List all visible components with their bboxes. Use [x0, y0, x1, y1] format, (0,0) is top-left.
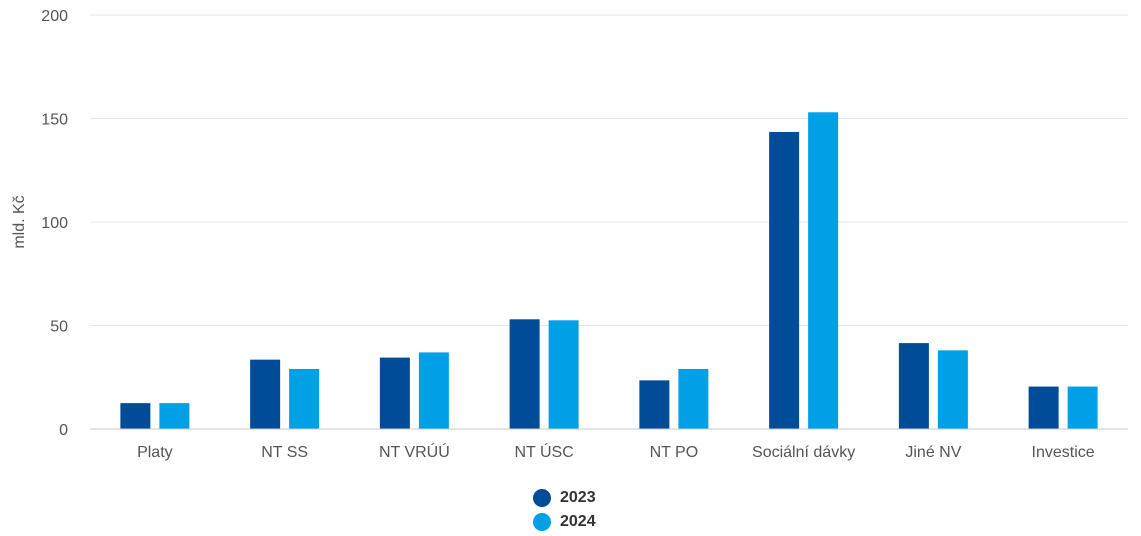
x-tick-label: Investice: [1032, 444, 1095, 461]
y-tick-label: 0: [59, 422, 68, 439]
x-tick-label: Sociální dávky: [752, 444, 855, 461]
y-axis-label: mld. Kč: [11, 195, 28, 248]
bar-2023-1[interactable]: [250, 359, 281, 429]
legend: 2023 2024: [533, 486, 596, 534]
x-tick-label: NT SS: [261, 444, 308, 461]
bar-2023-2[interactable]: [379, 357, 410, 429]
y-axis-ticks: 0 50 100 150 200: [41, 8, 68, 439]
bar-2023-5[interactable]: [769, 131, 800, 429]
bar-2023-7[interactable]: [1028, 386, 1059, 429]
bar-2024-0[interactable]: [159, 403, 190, 429]
x-tick-label: NT PO: [650, 444, 699, 461]
bar-2024-1[interactable]: [289, 368, 320, 429]
bar-2024-4[interactable]: [678, 368, 709, 429]
bar-2023-6[interactable]: [898, 343, 929, 429]
x-tick-label: Jiné NV: [905, 444, 961, 461]
legend-marker-2024: [533, 513, 551, 531]
x-axis-ticks: Platy NT SS NT VRÚÚ NT ÚSC NT PO Sociální dáv…: [137, 442, 1095, 461]
y-tick-label: 50: [50, 319, 68, 336]
bar-2023-3[interactable]: [509, 319, 540, 429]
bar-2024-6[interactable]: [937, 350, 968, 429]
legend-marker-2023: [533, 489, 551, 507]
gridlines: [90, 14, 1128, 326]
legend-label-2023: 2023: [560, 489, 596, 506]
legend-item-2023[interactable]: 2023: [533, 486, 596, 510]
bar-2024-2[interactable]: [418, 352, 449, 429]
bar-2023-4[interactable]: [639, 380, 670, 429]
bar-2024-5[interactable]: [808, 112, 839, 429]
bar-2024-7[interactable]: [1067, 386, 1098, 429]
x-tick-label: Platy: [137, 444, 173, 461]
legend-label-2024: 2024: [560, 513, 596, 530]
bar-2023-0[interactable]: [120, 403, 151, 429]
bars: [120, 112, 1098, 429]
y-tick-label: 200: [41, 8, 68, 25]
y-tick-label: 150: [41, 112, 68, 129]
x-tick-label: NT VRÚÚ: [379, 442, 450, 461]
y-tick-label: 100: [41, 215, 68, 232]
legend-item-2024[interactable]: 2024: [533, 510, 596, 534]
bar-2024-3[interactable]: [548, 320, 579, 429]
x-tick-label: NT ÚSC: [514, 442, 573, 461]
